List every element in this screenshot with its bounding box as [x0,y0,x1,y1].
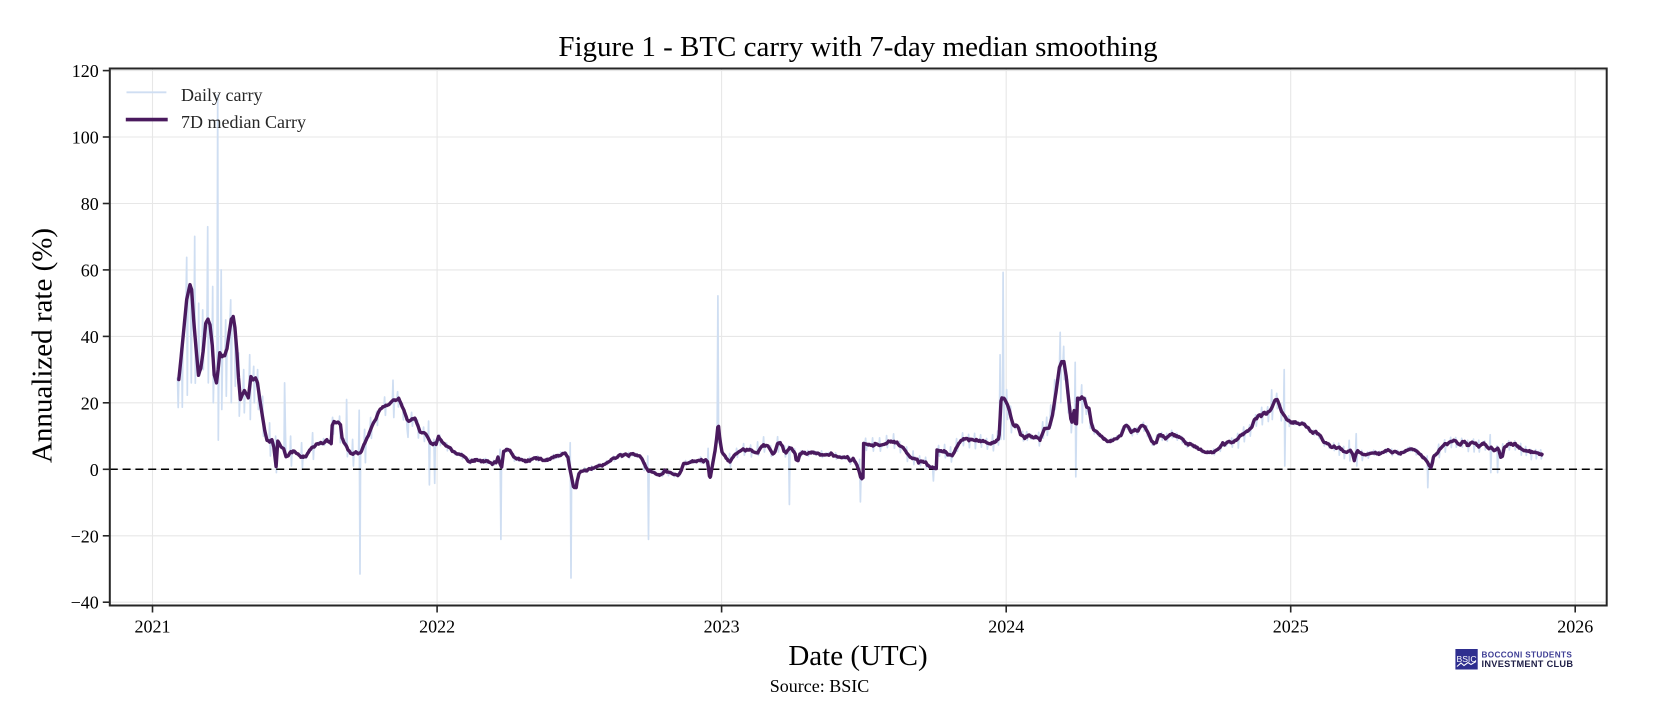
svg-text:−20: −20 [71,526,99,546]
svg-text:20: 20 [81,393,99,413]
svg-text:40: 40 [81,327,99,347]
svg-text:−40: −40 [71,593,99,613]
svg-text:120: 120 [72,61,99,81]
svg-text:2022: 2022 [419,617,455,637]
svg-text:Daily carry: Daily carry [181,85,262,105]
svg-text:7D median Carry: 7D median Carry [181,112,306,132]
svg-text:INVESTMENT CLUB: INVESTMENT CLUB [1482,659,1574,669]
svg-text:Annualized rate (%): Annualized rate (%) [27,228,59,463]
svg-text:BSIC: BSIC [1456,654,1476,664]
svg-text:2026: 2026 [1557,617,1593,637]
svg-text:Date (UTC): Date (UTC) [788,640,927,672]
svg-text:Figure 1 - BTC carry with 7-da: Figure 1 - BTC carry with 7-day median s… [558,31,1157,63]
svg-text:BOCCONI STUDENTS: BOCCONI STUDENTS [1482,651,1573,660]
svg-text:80: 80 [81,194,99,214]
svg-text:60: 60 [81,260,99,280]
svg-text:2025: 2025 [1273,617,1309,637]
svg-text:2021: 2021 [135,617,171,637]
svg-text:2024: 2024 [988,617,1024,637]
svg-text:100: 100 [72,128,99,148]
svg-text:0: 0 [90,460,99,480]
svg-text:Source: BSIC: Source: BSIC [770,676,870,696]
svg-text:2023: 2023 [704,617,740,637]
